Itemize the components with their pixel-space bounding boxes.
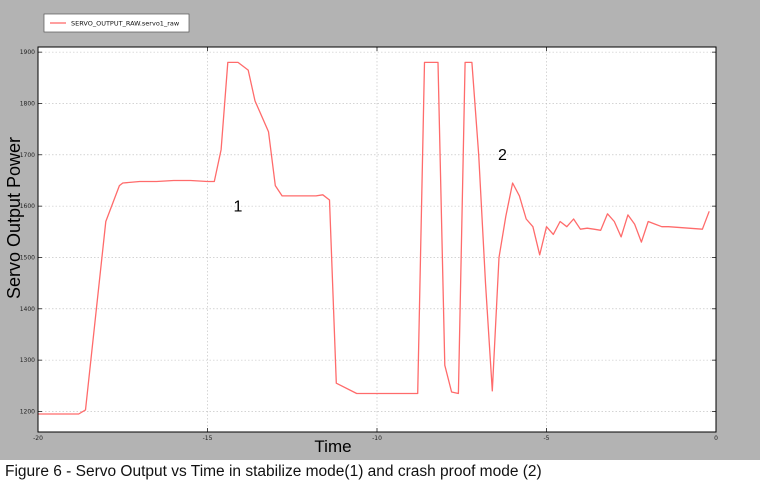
y-tick-label: 1800 (20, 100, 35, 107)
y-tick-label: 1200 (20, 408, 35, 415)
y-tick-label: 1600 (20, 203, 35, 210)
legend-label: SERVO_OUTPUT_RAW.servo1_raw (71, 20, 180, 28)
y-axis-label: Servo Output Power (4, 137, 24, 299)
x-tick-label: -20 (33, 435, 43, 442)
y-tick-label: 1300 (20, 357, 35, 364)
legend-box (43, 13, 190, 33)
x-tick-label: 0 (714, 435, 718, 442)
annotation-2: 2 (498, 147, 507, 164)
servo-output-chart: -20 -15 -10 -5 0 1200 1300 1400 1500 1600 1700 1800… (4, 13, 718, 456)
y-tick-label: 1500 (20, 254, 35, 261)
series-line-0 (38, 61, 710, 415)
x-tick-label: -10 (372, 435, 382, 442)
y-tick-label: 1900 (20, 49, 35, 56)
y-tick-label: 1400 (20, 306, 35, 313)
x-tick-label: -5 (544, 435, 550, 442)
figure-caption: Figure 6 - Servo Output vs Time in stabi… (5, 463, 542, 480)
x-axis-label: Time (314, 437, 351, 456)
annotation-1: 1 (234, 198, 243, 215)
x-tick-label: -15 (203, 435, 213, 442)
y-tick-label: 1700 (20, 152, 35, 159)
